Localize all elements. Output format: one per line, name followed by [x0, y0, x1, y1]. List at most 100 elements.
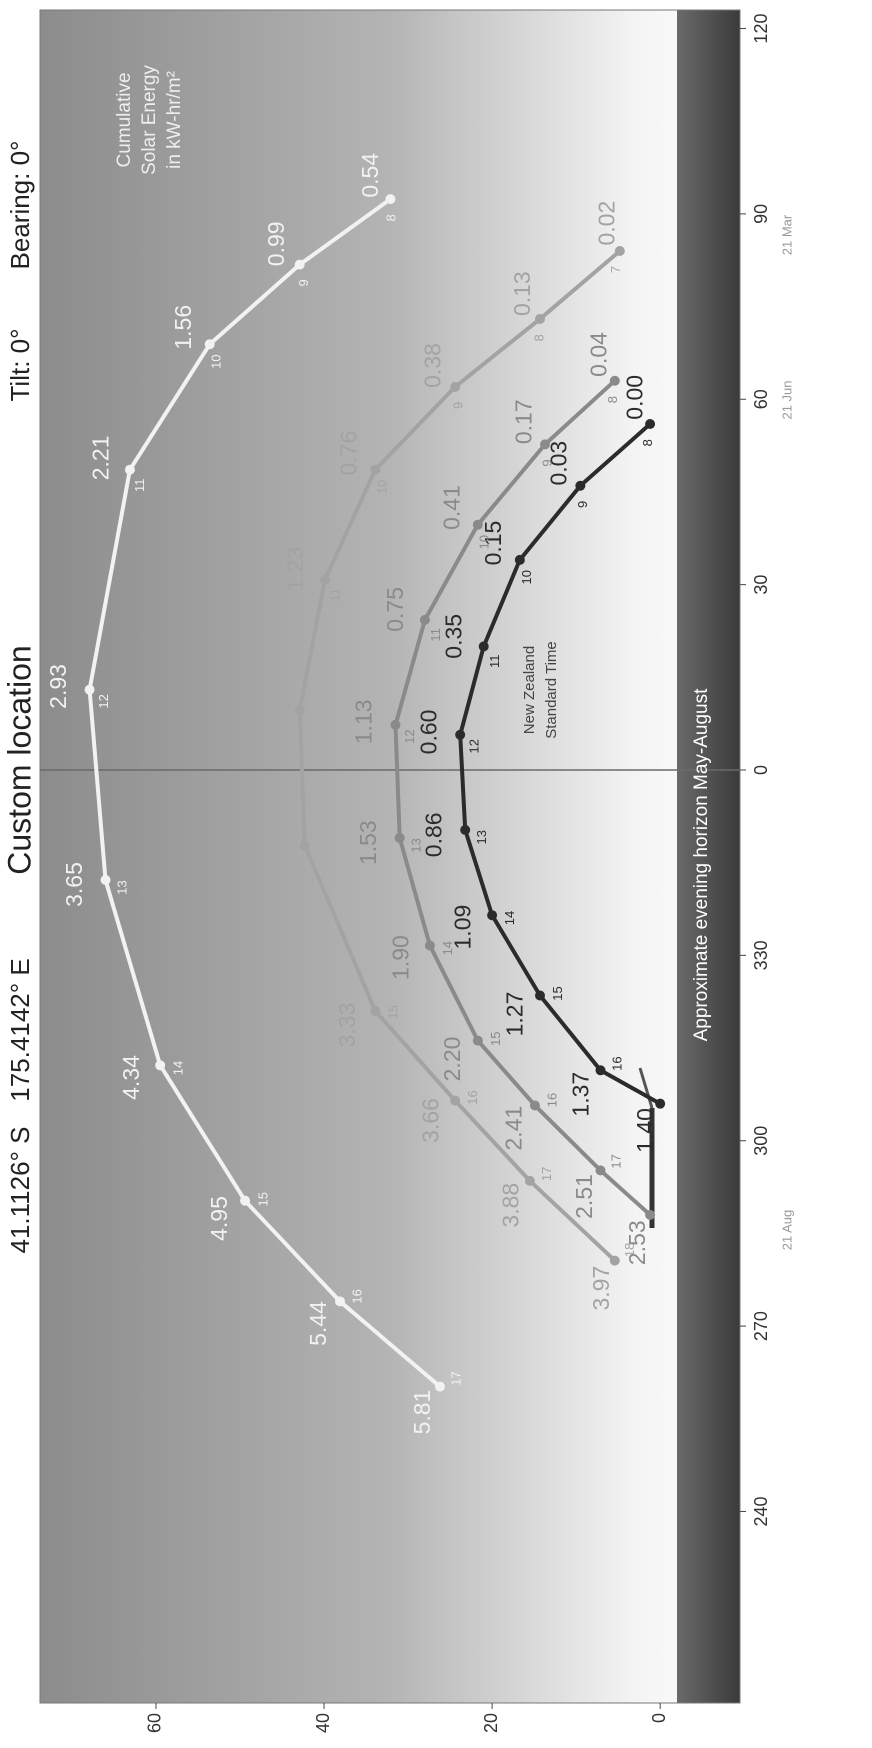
hour-label: 17 [539, 1167, 554, 1181]
energy-label: 1.53 [355, 820, 381, 865]
hour-label: 13 [408, 838, 423, 852]
ground [677, 10, 740, 1703]
energy-label: 0.99 [263, 221, 289, 266]
hour-label: 8 [605, 396, 620, 403]
sun-path-line [87, 197, 442, 1389]
hour-label: 11 [487, 654, 502, 668]
energy-label: 0.35 [441, 614, 467, 659]
latitude: 41.1126° S [5, 1126, 35, 1253]
hour-point [370, 1005, 381, 1016]
energy-label: 0.02 [594, 201, 620, 246]
energy-label: 2.53 [624, 1220, 650, 1265]
energy-label: 3.66 [418, 1098, 444, 1143]
hour-label: 8 [384, 214, 399, 221]
hour-point [455, 729, 466, 740]
hour-label: 14 [502, 911, 517, 925]
hour-point [487, 910, 498, 921]
hour-point [614, 245, 625, 256]
x-tick-label: 240 [751, 1496, 771, 1526]
energy-label: 2.21 [87, 435, 113, 480]
hour-point [540, 439, 551, 450]
energy-label: 0.15 [480, 521, 506, 566]
sky-background [40, 10, 740, 1703]
hour-label: 17 [448, 1371, 463, 1385]
hour-label: 16 [610, 1056, 625, 1070]
hour-point [319, 574, 330, 585]
energy-label: 3.33 [334, 1003, 360, 1048]
energy-label: 1.23 [282, 547, 308, 592]
hour-label: 15 [386, 1005, 401, 1019]
hour-label: 8 [640, 439, 655, 446]
hour-point [450, 1095, 461, 1106]
energy-label: 0.41 [438, 485, 464, 530]
energy-label: 3.88 [497, 1183, 523, 1228]
energy-label: 2.20 [439, 1037, 465, 1082]
hour-point [100, 874, 111, 885]
energy-label: 0.86 [421, 812, 447, 857]
hour-label: 14 [440, 941, 455, 955]
hour-point [155, 1060, 166, 1071]
hour-point [595, 1065, 606, 1076]
longitude: 175.4142° E [5, 958, 35, 1101]
series-name: 21 Mar [779, 214, 794, 255]
energy-label: 2.41 [500, 1106, 526, 1151]
hour-point [478, 641, 489, 652]
y-tick-label: 60 [145, 1713, 165, 1733]
hour-point [655, 1098, 666, 1109]
hour-label: 9 [539, 459, 554, 466]
hour-label: 9 [451, 402, 466, 409]
hour-label: 11 [428, 628, 443, 642]
time-note: New Zealand [521, 646, 538, 734]
hour-label: 11 [328, 588, 343, 602]
hour-label: 16 [350, 1289, 365, 1303]
hour-point [370, 464, 381, 475]
hour-label: 15 [550, 986, 565, 1000]
energy-label: 5.44 [305, 1301, 331, 1346]
tilt: Tilt: 0° [5, 329, 35, 402]
sun-path-line [458, 422, 662, 1106]
hour-label: 10 [375, 480, 390, 494]
hour-label: 18 [622, 1243, 637, 1257]
hour-label: 12 [402, 729, 417, 743]
energy-label: 1.37 [567, 1072, 593, 1117]
hour-point [394, 832, 405, 843]
time-note: Standard Time [543, 641, 560, 739]
hour-point [529, 1100, 540, 1111]
energy-label: 0.17 [510, 399, 536, 444]
horizon-note: Approximate evening horizon May-August [691, 688, 712, 1041]
energy-label: 1.13 [351, 699, 377, 744]
energy-label: 0.13 [509, 271, 535, 316]
rotated-chart: 41.1126° S 175.4142° E Custom location T… [1, 9, 794, 1733]
energy-label: 0.54 [357, 153, 383, 198]
hour-label: 15 [255, 1192, 270, 1206]
hour-label: 13 [474, 830, 489, 844]
hour-point [335, 1296, 345, 1307]
hour-label: 16 [465, 1090, 480, 1104]
hour-point [419, 614, 430, 625]
x-tick-label: 90 [751, 204, 771, 224]
chart-title: Custom location [1, 645, 37, 874]
hour-point [645, 1209, 656, 1220]
hour-label: 7 [608, 266, 623, 273]
hour-point [450, 381, 461, 392]
hour-label: 9 [575, 501, 590, 508]
energy-note: in kW-hr/m² [164, 71, 185, 169]
energy-label: 0.03 [546, 441, 572, 486]
hour-label: 17 [609, 1154, 624, 1168]
hour-label: 12 [467, 739, 482, 753]
hour-point [609, 1255, 620, 1266]
energy-label: 1.27 [501, 992, 527, 1037]
x-tick-label: 60 [751, 389, 771, 409]
energy-label: 2.51 [571, 1174, 597, 1219]
hour-point [524, 1175, 535, 1186]
energy-label: 0.38 [419, 343, 445, 388]
x-tick-label: 270 [751, 1311, 771, 1341]
plot-frame [39, 9, 741, 1704]
hour-point [535, 990, 545, 1001]
hour-point [535, 313, 545, 324]
hour-point [390, 719, 401, 730]
x-tick-label: 0 [751, 765, 771, 775]
hour-point [424, 940, 435, 951]
energy-label: 1.40 [632, 1108, 658, 1153]
